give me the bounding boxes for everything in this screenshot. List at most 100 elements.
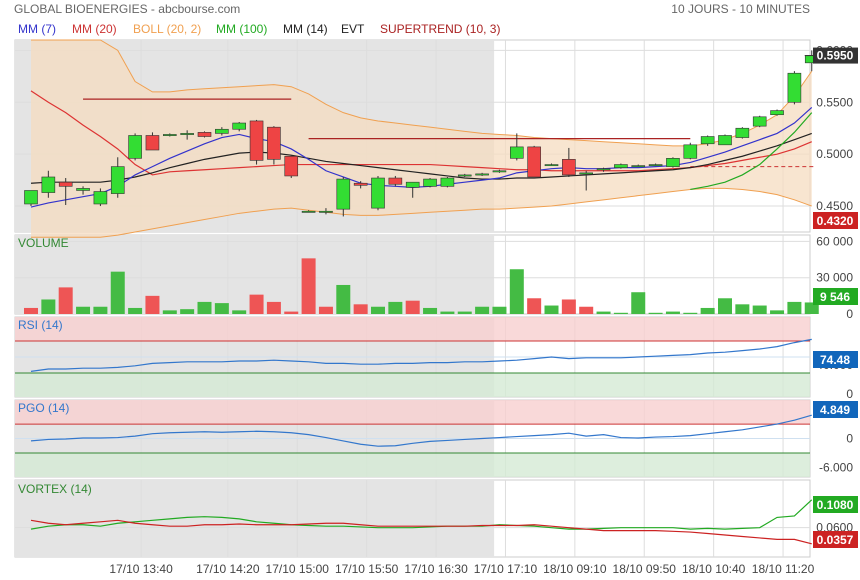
- x-axis-label: 17/10 13:40: [109, 562, 173, 576]
- pgo-tick-label: 0: [846, 432, 853, 446]
- candle-down: [353, 182, 368, 186]
- volume-bar: [683, 312, 698, 314]
- volume-bar: [492, 306, 507, 314]
- volume-bar: [318, 306, 333, 314]
- rsi-tick-label: 0: [846, 387, 853, 401]
- volume-bar: [579, 306, 594, 314]
- legend-boll[interactable]: BOLL (20, 2): [133, 22, 201, 36]
- volume-bar: [804, 302, 819, 314]
- low-price-tag: [813, 212, 858, 229]
- volume-bar: [423, 307, 438, 314]
- volume-bar: [284, 311, 299, 314]
- candle-up: [336, 178, 351, 210]
- candle-up: [787, 72, 802, 103]
- bollinger-lower-line: [31, 187, 812, 238]
- chart-marks: [24, 39, 819, 545]
- volume-bar: [24, 307, 38, 314]
- price-tick-label: 0.5000: [816, 147, 853, 161]
- candle-up: [648, 164, 663, 167]
- rsi-value-tag: [813, 351, 858, 368]
- x-axis-label: 17/10 16:30: [404, 562, 468, 576]
- volume-panel-title: VOLUME: [18, 236, 69, 250]
- candle-down: [527, 146, 541, 178]
- low-price-label: 0.4320: [817, 214, 854, 228]
- vortex-panel-title: VORTEX (14): [18, 482, 92, 496]
- pgo-line: [30, 414, 812, 447]
- legend-mm20[interactable]: MM (20): [72, 22, 117, 36]
- pgo-panel-title: PGO (14): [18, 401, 69, 415]
- vortex-neg-label: 0.0357: [817, 533, 854, 547]
- candle-up: [93, 191, 108, 205]
- legend-mm14[interactable]: MM (14): [283, 22, 328, 36]
- rsi-line: [30, 338, 812, 372]
- volume-bar: [162, 310, 177, 314]
- rsi-overbought-zone: [15, 317, 810, 341]
- volume-bar: [735, 304, 750, 314]
- candle-down: [58, 181, 73, 187]
- legend-evt[interactable]: EVT: [341, 22, 365, 36]
- legend-mm7[interactable]: MM (7): [18, 22, 56, 36]
- volume-bar: [110, 271, 125, 314]
- candle-up: [232, 122, 246, 130]
- candle-up: [770, 110, 784, 116]
- candle-up: [41, 176, 56, 193]
- volume-bar: [405, 300, 420, 314]
- vortex-negative-line: [30, 519, 812, 545]
- volume-bar: [457, 311, 472, 314]
- volume-bar: [41, 299, 56, 314]
- candle-down: [388, 177, 403, 185]
- legend-mm100[interactable]: MM (100): [216, 22, 267, 36]
- candle-up: [544, 164, 559, 167]
- volume-tick-label: 30 000: [816, 271, 853, 285]
- x-axis-label: 18/10 11:20: [752, 562, 815, 576]
- vortex-neg-tag: [813, 531, 858, 548]
- volume-bar: [232, 310, 247, 314]
- volume-bar: [266, 301, 281, 314]
- volume-bar: [665, 311, 680, 314]
- volume-bar: [770, 310, 785, 314]
- volume-value-tag: [813, 288, 858, 305]
- x-axis-label: 18/10 09:50: [613, 562, 677, 576]
- volume-bar: [93, 306, 108, 314]
- volume-bar: [631, 292, 646, 314]
- volume-bar: [180, 309, 195, 314]
- candle-up: [180, 133, 194, 135]
- volume-bar: [214, 303, 229, 314]
- candle-up: [371, 177, 385, 209]
- candle-down: [197, 132, 212, 137]
- candle-up: [215, 128, 229, 134]
- volume-bar: [787, 301, 802, 314]
- candle-up: [614, 164, 628, 168]
- volume-tick-label: 60 000: [816, 234, 853, 248]
- candle-up: [301, 210, 316, 213]
- rsi-value-label: 74.48: [820, 353, 850, 367]
- candle-up: [666, 158, 680, 167]
- volume-bar: [371, 306, 385, 314]
- volume-bar: [475, 306, 490, 314]
- volume-bar: [440, 311, 455, 314]
- volume-bar: [58, 287, 73, 314]
- volume-bar: [128, 307, 143, 314]
- pgo-oversold-zone: [15, 452, 810, 477]
- volume-bar: [336, 284, 351, 314]
- price-tick-label: 0.4500: [816, 199, 853, 213]
- volume-bar: [527, 298, 542, 314]
- supertrend-line: [83, 98, 691, 140]
- volume-bar: [249, 294, 264, 314]
- volume-bar: [509, 269, 524, 314]
- candle-down: [267, 126, 281, 160]
- x-axis-label: 17/10 15:00: [266, 562, 330, 576]
- volume-value-label: 9 546: [820, 290, 850, 304]
- vortex-positive-line: [30, 499, 813, 530]
- bollinger-upper-line: [31, 39, 813, 147]
- volume-bar: [613, 312, 628, 314]
- volume-bar: [301, 258, 316, 314]
- volume-bar: [561, 299, 576, 314]
- candle-up: [128, 135, 142, 159]
- volume-bar: [197, 301, 212, 314]
- candle-up: [423, 178, 437, 187]
- indicator-legend: MM (7) MM (20) BOLL (20, 2) MM (100) MM …: [18, 22, 500, 36]
- volume-bar: [353, 304, 368, 314]
- legend-supertrend[interactable]: SUPERTREND (10, 3): [380, 22, 500, 36]
